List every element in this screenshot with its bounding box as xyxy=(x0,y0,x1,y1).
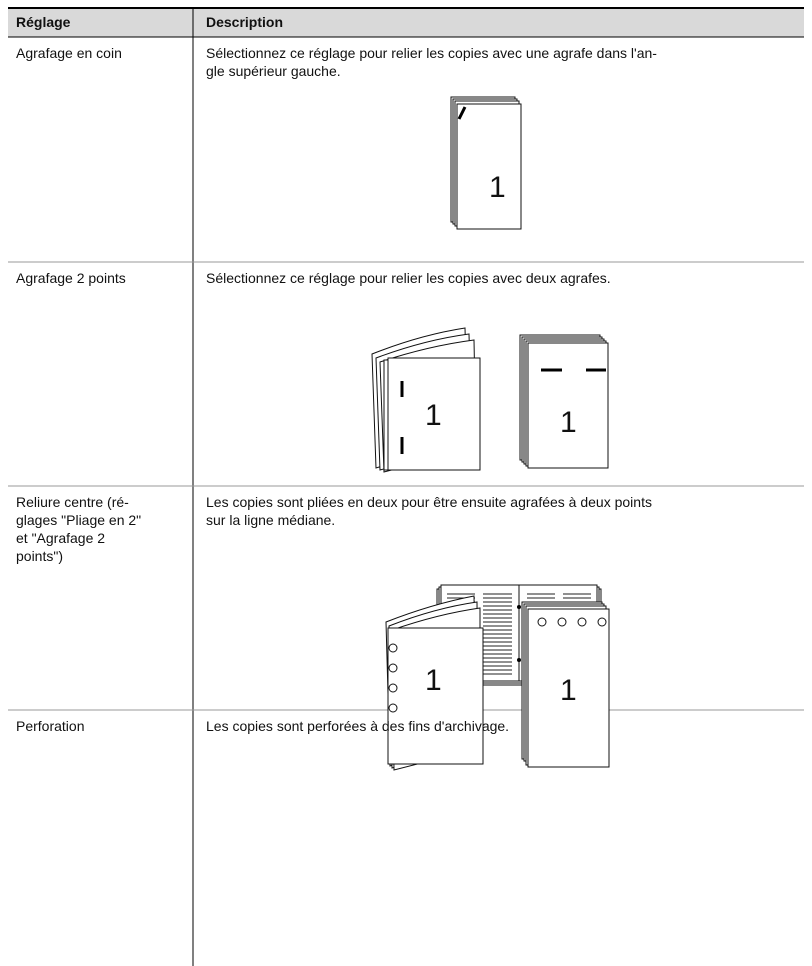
corner-staple-illustration: 1 xyxy=(450,96,522,230)
setting-line: et "Agrafage 2 xyxy=(16,530,106,546)
setting-line: Agrafage 2 points xyxy=(16,270,126,286)
header-cell: Description xyxy=(206,14,284,30)
description-line: Sélectionnez ce réglage pour relier les … xyxy=(206,270,611,286)
description-line: Les copies sont pliées en deux pour être… xyxy=(206,494,652,510)
punch-illustration: 1 1 xyxy=(385,595,610,771)
header-bg xyxy=(8,8,804,37)
description-line: gle supérieur gauche. xyxy=(206,63,341,79)
setting-line: Perforation xyxy=(16,718,85,734)
two-staples-illustration: 1 1 xyxy=(371,327,609,473)
page-number: 1 xyxy=(560,674,577,707)
page-number: 1 xyxy=(425,399,442,432)
setting-line: Reliure centre (ré- xyxy=(16,494,129,510)
description-line: Sélectionnez ce réglage pour relier les … xyxy=(206,45,657,61)
page-number: 1 xyxy=(560,406,577,439)
header-cell: Réglage xyxy=(16,14,71,30)
setting-line: glages "Pliage en 2" xyxy=(16,512,142,528)
description-line: sur la ligne médiane. xyxy=(206,512,336,528)
setting-line: points") xyxy=(16,548,63,564)
setting-line: Agrafage en coin xyxy=(16,45,122,61)
description-line: Les copies sont perforées à des fins d'a… xyxy=(206,718,510,734)
page-number: 1 xyxy=(489,171,506,204)
page-number: 1 xyxy=(425,664,442,697)
